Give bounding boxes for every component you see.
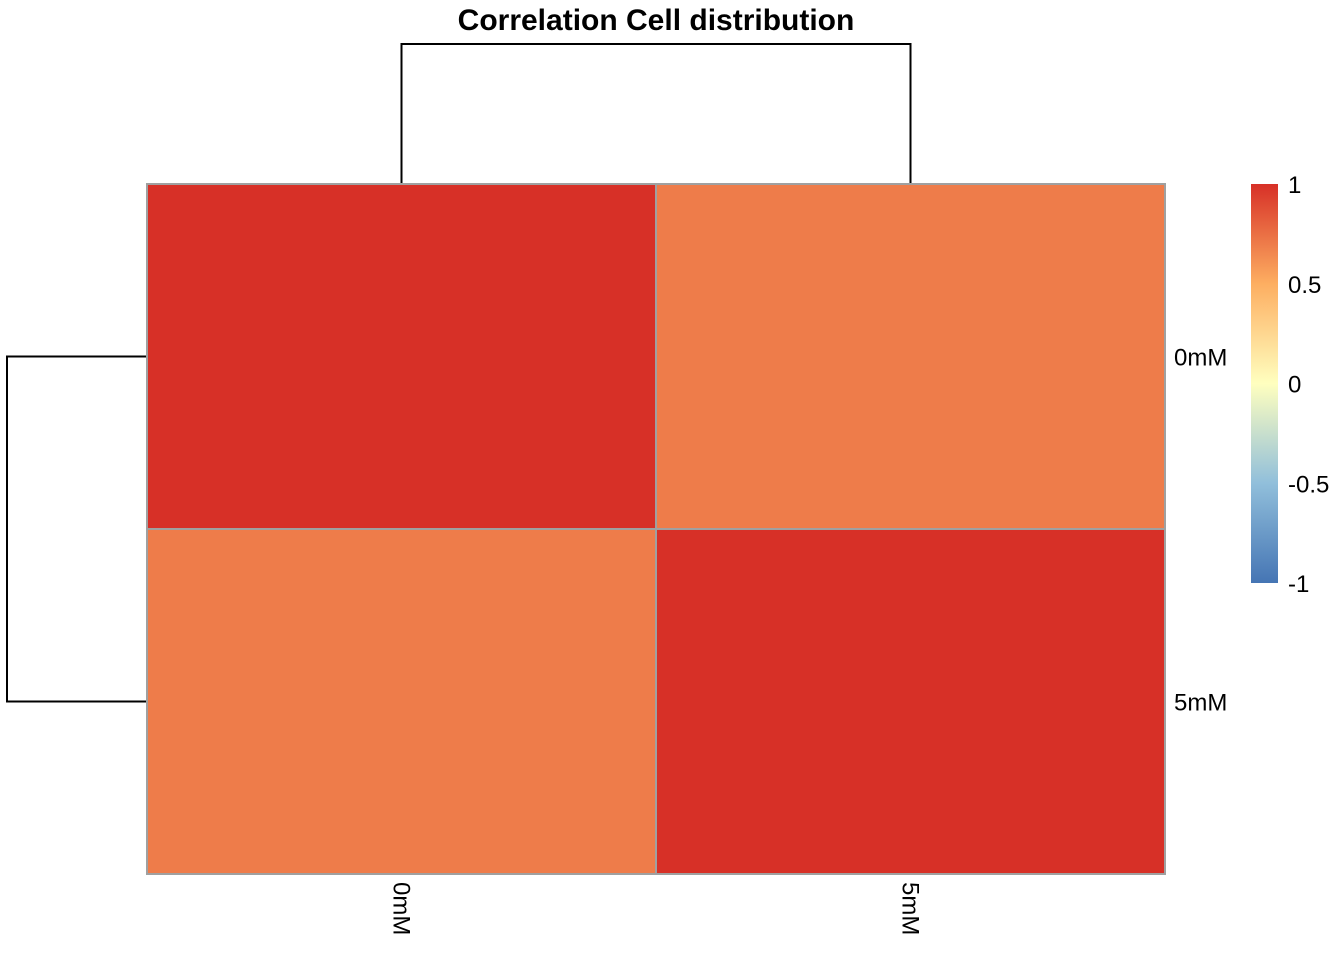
row-label-5mM: 5mM [1174,690,1227,717]
colorbar-gradient [1251,184,1278,583]
column-dendrogram-branch [400,43,912,184]
colorbar-tick-label: -1 [1288,571,1309,598]
column-labels: 0mM 5mM [388,882,924,935]
column-dendrogram [400,43,912,184]
heatmap-cell-0mM-0mM [146,183,657,530]
heatmap-cell-0mM-5mM [655,183,1166,530]
colorbar-legend: 1 0.5 0 -0.5 -1 [1251,172,1329,598]
row-dendrogram-branch [6,355,147,703]
colorbar-tick-label: 1 [1288,172,1301,199]
row-label-0mM: 0mM [1174,345,1227,372]
column-label-0mM: 0mM [388,882,415,935]
chart-title: Correlation Cell distribution [458,4,855,37]
row-labels: 0mM 5mM [1174,345,1227,717]
colorbar-tick-label: -0.5 [1288,471,1329,498]
heatmap-cell-5mM-5mM [655,528,1166,875]
heatmap-cell-5mM-0mM [146,528,657,875]
colorbar-tick-label: 0.5 [1288,272,1321,299]
colorbar-tick-label: 0 [1288,372,1301,399]
column-label-5mM: 5mM [897,882,924,935]
row-dendrogram [6,355,147,703]
heatmap-cells [146,183,1166,875]
